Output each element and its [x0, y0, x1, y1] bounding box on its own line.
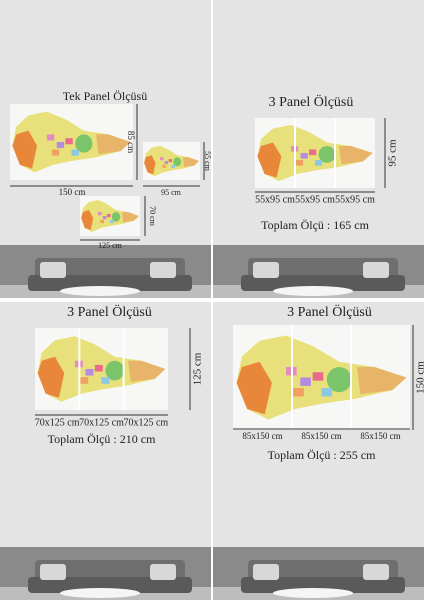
pillow — [40, 262, 66, 278]
label: Tek Panel Ölçüsü — [63, 89, 147, 103]
map-district — [300, 153, 308, 159]
map-east — [128, 360, 166, 383]
map-west — [81, 210, 94, 230]
map-district — [300, 377, 311, 386]
map-district — [71, 149, 79, 156]
map-green — [326, 367, 352, 393]
divider — [0, 300, 424, 302]
map-green — [111, 212, 121, 222]
map-district — [295, 160, 303, 166]
map-district — [110, 220, 114, 224]
map-district — [164, 161, 169, 165]
map-district — [80, 377, 89, 384]
map-district — [101, 377, 110, 384]
table — [273, 588, 353, 598]
label: 70x125 cm — [35, 417, 80, 428]
label: 70x125 cm — [79, 417, 124, 428]
pillow — [253, 564, 279, 580]
map-district — [315, 160, 323, 166]
panel-gap — [350, 325, 352, 430]
sofa-back — [248, 560, 398, 582]
label: Toplam Ölçü : 255 cm — [268, 448, 376, 462]
map-district — [85, 369, 94, 376]
map-green — [173, 157, 182, 167]
map-east — [182, 157, 199, 168]
map-district — [321, 388, 333, 397]
label: 3 Panel Ölçüsü — [287, 303, 372, 320]
pillow — [363, 262, 389, 278]
map-district — [46, 134, 55, 141]
label: 150 cm — [415, 361, 424, 394]
map-district — [171, 164, 175, 168]
sofa-seat — [28, 577, 192, 593]
panel-gap — [294, 118, 296, 188]
map-district — [56, 142, 65, 149]
map-district — [309, 149, 317, 156]
label: 70 cm — [148, 206, 157, 227]
label: Toplam Ölçü : 165 cm — [261, 218, 369, 232]
map-east — [356, 367, 407, 395]
sofa-back — [248, 258, 398, 280]
map-district — [107, 214, 111, 218]
table — [273, 286, 353, 296]
label: 55x95 cm — [335, 194, 375, 205]
label: Toplam Ölçü : 210 cm — [48, 432, 156, 446]
label: 85x150 cm — [242, 431, 282, 441]
map-district — [65, 138, 73, 145]
sofa-seat — [241, 275, 405, 291]
sofa-back — [35, 560, 185, 582]
map-green — [105, 360, 125, 381]
label: 85x150 cm — [360, 431, 400, 441]
panel-gap — [122, 328, 125, 410]
map-district — [168, 159, 173, 163]
label: 3 Panel Ölçüsü — [67, 303, 152, 320]
label: 150 cm — [59, 187, 86, 197]
map-district — [94, 364, 103, 372]
map-district — [162, 164, 166, 168]
table — [60, 588, 140, 598]
label: 55x95 cm — [255, 194, 295, 205]
map-west — [37, 356, 65, 398]
label: 55x95 cm — [295, 194, 335, 205]
map-green — [75, 134, 93, 153]
label: 95 cm — [161, 188, 182, 197]
label: 95 cm — [387, 139, 399, 167]
map-east — [96, 134, 131, 155]
pillow — [40, 564, 66, 580]
sofa-seat — [28, 275, 192, 291]
label: 125 cm — [192, 352, 204, 385]
label: 70x125 cm — [123, 417, 168, 428]
map-district — [293, 388, 304, 397]
map-green — [318, 146, 336, 163]
map-west — [236, 361, 272, 415]
label: 125 cm — [98, 241, 123, 250]
map-district — [100, 220, 104, 224]
map-east — [122, 212, 139, 223]
pillow — [253, 262, 279, 278]
map-east — [339, 146, 373, 165]
pillow — [363, 564, 389, 580]
map-west — [12, 130, 38, 169]
map-west — [144, 155, 156, 175]
map-west — [257, 142, 282, 178]
label: 85x150 cm — [301, 431, 341, 441]
map-district — [98, 212, 102, 216]
label: 55 cm — [203, 151, 212, 172]
map-district — [312, 372, 324, 381]
map-district — [160, 157, 164, 161]
pillow — [150, 262, 176, 278]
label: 3 Panel Ölçüsü — [269, 93, 354, 110]
label: 85 cm — [126, 131, 136, 153]
sofa-back — [35, 258, 185, 280]
pillow — [150, 564, 176, 580]
map-district — [51, 149, 60, 156]
panel-gap — [334, 118, 336, 188]
sofa-seat — [241, 577, 405, 593]
panel-gap — [78, 328, 81, 410]
map-district — [102, 216, 107, 220]
panel-gap — [291, 325, 293, 430]
table — [60, 286, 140, 296]
